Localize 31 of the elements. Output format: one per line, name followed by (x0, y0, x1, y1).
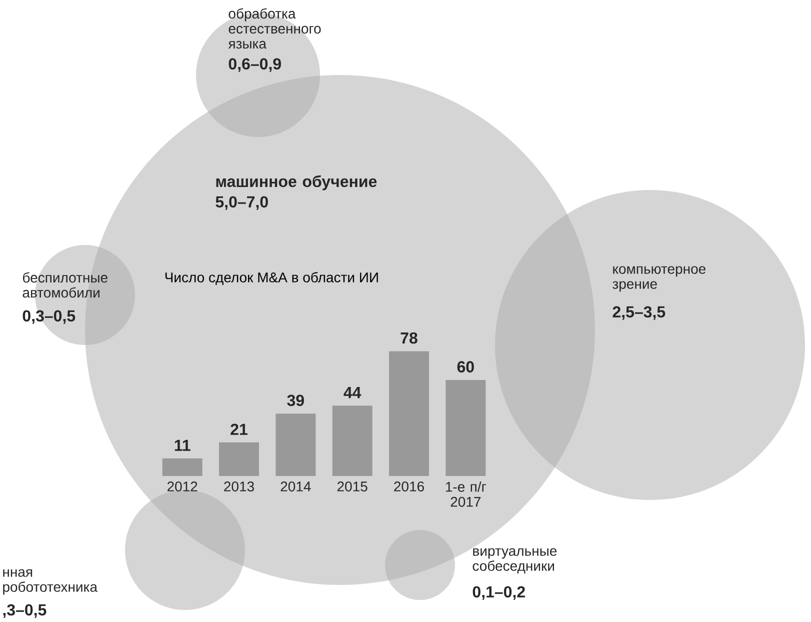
bar (276, 414, 316, 476)
text: 0,1–0,2 (472, 586, 525, 600)
text: 0,3–0,5 (22, 310, 76, 324)
text: 0,6–0,9 (228, 58, 281, 72)
text: машинное обучение (216, 175, 377, 190)
bar (162, 458, 202, 476)
text: обработка естественного языка (228, 8, 321, 49)
bar (446, 380, 486, 476)
text: ,3–0,5 (3, 604, 46, 618)
data-label: 21 (230, 424, 248, 435)
data-label: 78 (400, 332, 418, 344)
text: беспилотные автомобили (22, 272, 108, 298)
x-tick-label: 2016 (394, 482, 424, 492)
data-label: 39 (287, 394, 304, 406)
text: компьютерное зрение (612, 266, 706, 292)
x-tick-label: 2013 (224, 482, 254, 492)
bar (219, 442, 260, 476)
chart-title: Число сделок M&A в области ИИ (165, 272, 378, 286)
text: виртуальные собеседники (472, 548, 557, 574)
text: 2,5–3,5 (612, 306, 666, 320)
x-tick-label: 1-е п/г 2017 (446, 482, 486, 507)
text: нная робототехника (3, 569, 98, 595)
x-tick-label: 2014 (280, 482, 311, 492)
x-tick-label: 2012 (167, 482, 198, 492)
text: 5,0–7,0 (216, 196, 268, 210)
data-label: 44 (344, 387, 362, 398)
bar (389, 351, 430, 476)
bar (332, 406, 372, 476)
data-label: 11 (174, 440, 190, 451)
data-label: 60 (457, 361, 474, 372)
x-tick-label: 2015 (337, 482, 368, 492)
